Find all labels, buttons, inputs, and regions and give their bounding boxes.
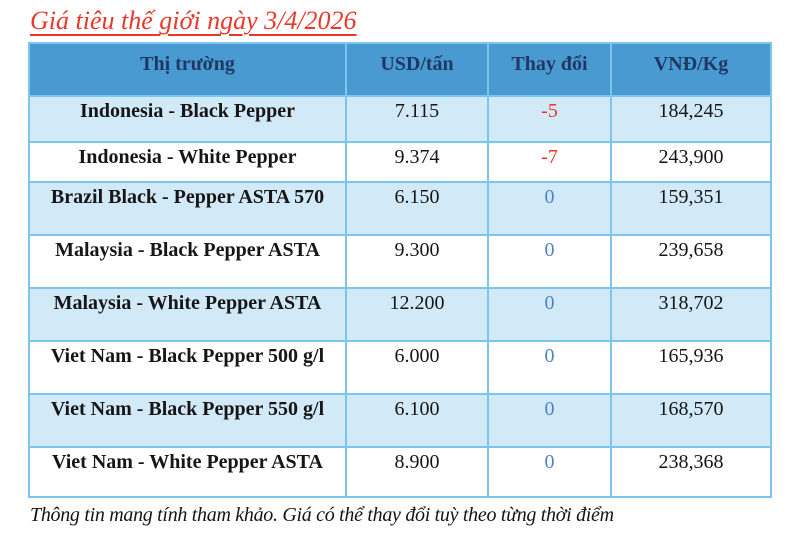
table-row: Malaysia - White Pepper ASTA 12.200 0 31… bbox=[28, 286, 772, 342]
column-header-market: Thị trường bbox=[28, 41, 347, 97]
vnd-price: 168,570 bbox=[610, 392, 772, 448]
usd-price: 6.000 bbox=[345, 339, 489, 395]
table-row: Brazil Black - Pepper ASTA 570 6.150 0 1… bbox=[28, 180, 772, 236]
table-row: Viet Nam - White Pepper ASTA 8.900 0 238… bbox=[28, 445, 772, 498]
market-name: Indonesia - Black Pepper bbox=[28, 94, 347, 143]
pepper-price-table: Thị trường USD/tấn Thay đổi VNĐ/Kg Indon… bbox=[28, 41, 772, 498]
table-row: Viet Nam - Black Pepper 500 g/l 6.000 0 … bbox=[28, 339, 772, 395]
vnd-price: 165,936 bbox=[610, 339, 772, 395]
table-header-row: Thị trường USD/tấn Thay đổi VNĐ/Kg bbox=[28, 41, 772, 97]
column-header-usd-per-ton: USD/tấn bbox=[345, 41, 489, 97]
price-change: 0 bbox=[487, 286, 612, 342]
price-change: 0 bbox=[487, 445, 612, 498]
usd-price: 8.900 bbox=[345, 445, 489, 498]
market-name: Malaysia - White Pepper ASTA bbox=[28, 286, 347, 342]
market-name: Malaysia - Black Pepper ASTA bbox=[28, 233, 347, 289]
market-name: Brazil Black - Pepper ASTA 570 bbox=[28, 180, 347, 236]
market-name: Indonesia - White Pepper bbox=[28, 140, 347, 183]
price-change: -5 bbox=[487, 94, 612, 143]
vnd-price: 318,702 bbox=[610, 286, 772, 342]
usd-price: 6.100 bbox=[345, 392, 489, 448]
price-change: 0 bbox=[487, 392, 612, 448]
usd-price: 7.115 bbox=[345, 94, 489, 143]
disclaimer-text: Thông tin mang tính tham khảo. Giá có th… bbox=[30, 503, 614, 526]
market-name: Viet Nam - White Pepper ASTA bbox=[28, 445, 347, 498]
page-title: Giá tiêu thế giới ngày 3/4/2026 bbox=[30, 6, 357, 35]
vnd-price: 243,900 bbox=[610, 140, 772, 183]
table-row: Indonesia - White Pepper 9.374 -7 243,90… bbox=[28, 140, 772, 183]
vnd-price: 184,245 bbox=[610, 94, 772, 143]
vnd-price: 159,351 bbox=[610, 180, 772, 236]
vnd-price: 238,368 bbox=[610, 445, 772, 498]
vnd-price: 239,658 bbox=[610, 233, 772, 289]
price-change: -7 bbox=[487, 140, 612, 183]
table-row: Malaysia - Black Pepper ASTA 9.300 0 239… bbox=[28, 233, 772, 289]
table-row: Indonesia - Black Pepper 7.115 -5 184,24… bbox=[28, 94, 772, 143]
price-change: 0 bbox=[487, 180, 612, 236]
market-name: Viet Nam - Black Pepper 550 g/l bbox=[28, 392, 347, 448]
market-name: Viet Nam - Black Pepper 500 g/l bbox=[28, 339, 347, 395]
table-row: Viet Nam - Black Pepper 550 g/l 6.100 0 … bbox=[28, 392, 772, 448]
usd-price: 9.374 bbox=[345, 140, 489, 183]
price-change: 0 bbox=[487, 339, 612, 395]
column-header-change: Thay đổi bbox=[487, 41, 612, 97]
price-change: 0 bbox=[487, 233, 612, 289]
usd-price: 6.150 bbox=[345, 180, 489, 236]
usd-price: 12.200 bbox=[345, 286, 489, 342]
column-header-vnd-per-kg: VNĐ/Kg bbox=[610, 41, 772, 97]
usd-price: 9.300 bbox=[345, 233, 489, 289]
